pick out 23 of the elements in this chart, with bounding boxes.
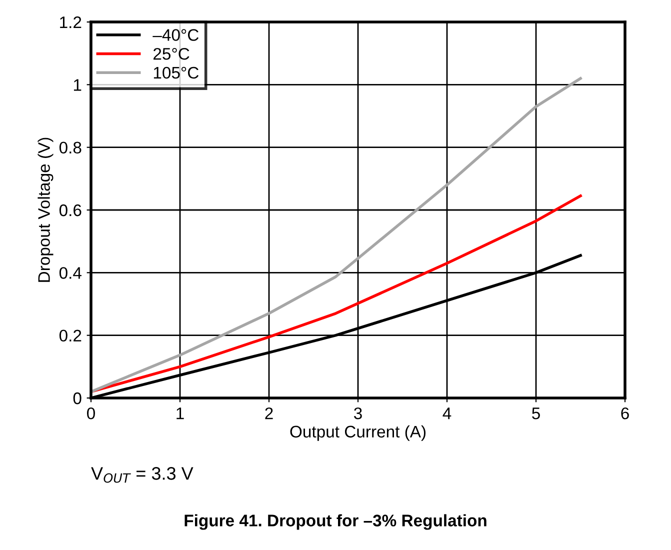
x-tick-label: 4 [442, 408, 452, 420]
x-tick-label: 5 [532, 408, 540, 420]
y-tick-label: 0.6 [59, 204, 82, 216]
y-tick-label: 1.2 [60, 16, 82, 28]
legend-label: 25°C [154, 48, 190, 60]
x-tick-label: 3 [354, 407, 362, 420]
x-tick-label: 1 [176, 408, 184, 420]
x-axis-title: Output Current (A) [290, 425, 426, 441]
legend-label: 105°C [154, 66, 199, 79]
legend-label: –40°C [152, 29, 199, 41]
y-axis-title: Dropout Voltage (V) [38, 138, 54, 282]
x-tick-label: 0 [87, 407, 95, 420]
y-tick-label: 0 [73, 392, 82, 404]
text: V$_{OUT}$ = 3.3 V [91, 467, 194, 483]
y-tick-label: 0.4 [59, 267, 82, 279]
y-tick-label: 1 [74, 79, 82, 91]
line-series [91, 77, 582, 394]
y-tick-label: 0.2 [59, 330, 82, 342]
line-series [91, 194, 582, 394]
y-tick-label: 0.8 [59, 142, 82, 154]
x-tick-label: 2 [265, 407, 273, 420]
x-tick-label: 6 [621, 407, 629, 420]
text: Figure 41. Dropout for –3% Regulation [184, 514, 486, 530]
